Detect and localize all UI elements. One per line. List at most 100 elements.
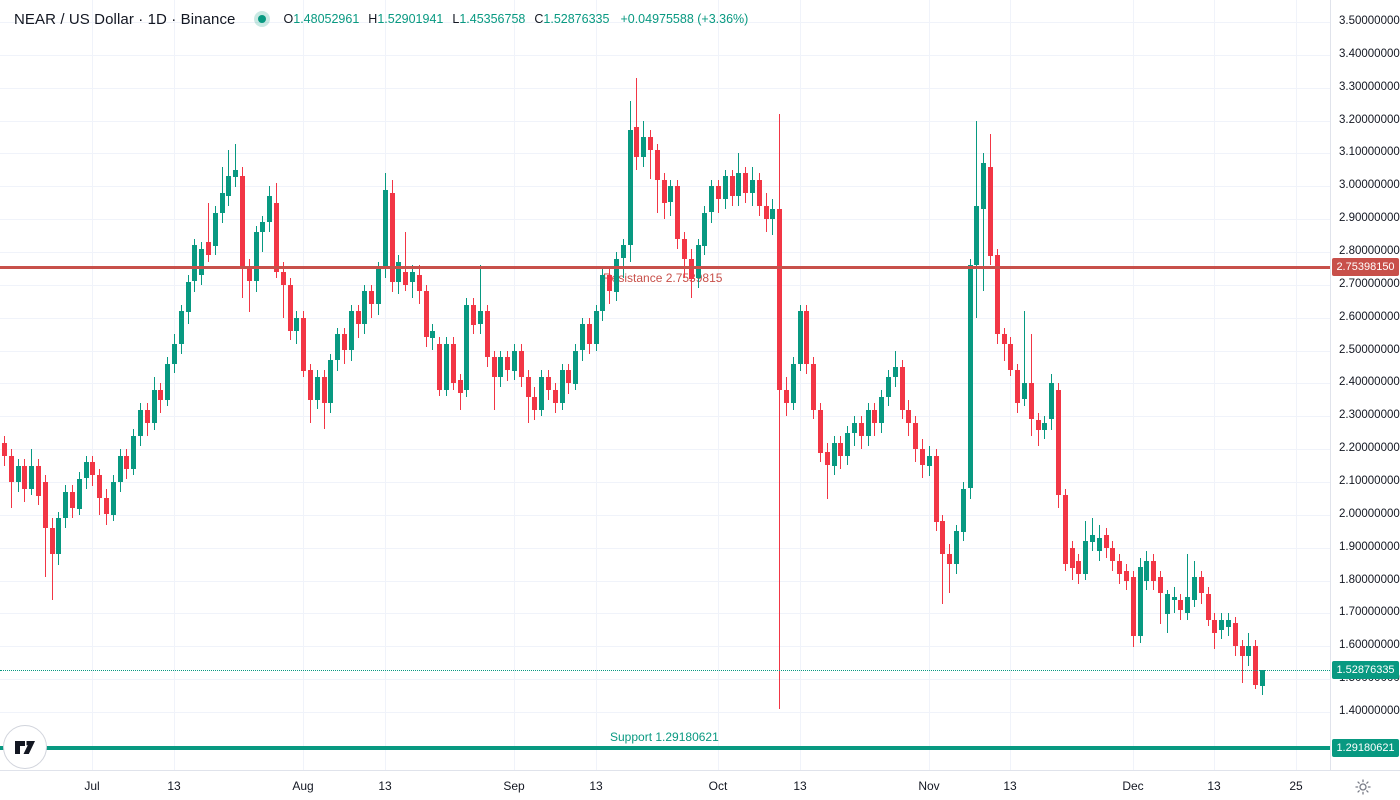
- candle-body: [750, 180, 755, 193]
- ohlc-values: O1.48052961 H1.52901941 L1.45356758 C1.5…: [284, 12, 749, 26]
- price-gridline: [0, 121, 1330, 122]
- time-tick-label: Nov: [918, 779, 940, 793]
- candle-body: [1029, 383, 1034, 419]
- candle-body: [50, 528, 55, 554]
- candle-body: [362, 291, 367, 324]
- candle-wick: [405, 232, 406, 291]
- time-tick-label: 13: [1207, 779, 1221, 793]
- price-tick-label: 2.10000000: [1339, 475, 1400, 487]
- candle-body: [743, 173, 748, 193]
- candle-body: [1117, 561, 1122, 574]
- price-tick-label: 2.30000000: [1339, 409, 1400, 421]
- candle-body: [1097, 538, 1102, 551]
- candle-body: [764, 206, 769, 219]
- candle-body: [172, 344, 177, 364]
- price-tick-label: 3.30000000: [1339, 81, 1400, 93]
- price-tick-label: 3.00000000: [1339, 179, 1400, 191]
- candle-body: [1090, 535, 1095, 542]
- time-tick-label: 25: [1289, 779, 1303, 793]
- price-gridline: [0, 285, 1330, 286]
- candle-wick: [942, 515, 943, 604]
- time-gridline: [1214, 0, 1215, 770]
- candle-wick: [1004, 328, 1005, 361]
- candle-body: [940, 521, 945, 554]
- candle-body: [1056, 390, 1061, 495]
- candle-wick: [779, 114, 780, 709]
- candle-body: [1185, 597, 1190, 613]
- candle-body: [1199, 577, 1204, 593]
- close-value: C1.52876335: [534, 12, 610, 26]
- price-tick-label: 2.20000000: [1339, 442, 1400, 454]
- candle-body: [682, 239, 687, 259]
- candle-body: [641, 137, 646, 157]
- candle-body: [1070, 548, 1075, 568]
- candle-body: [478, 311, 483, 324]
- candle-body: [1172, 597, 1177, 600]
- candle-body: [539, 377, 544, 410]
- candle-body: [226, 176, 231, 196]
- price-gridline: [0, 55, 1330, 56]
- time-gridline: [174, 0, 175, 770]
- candle-wick: [1160, 571, 1161, 624]
- price-gridline: [0, 613, 1330, 614]
- candle-body: [607, 275, 612, 291]
- candlestick-plot-area[interactable]: Resistance 2.7539815 Support 1.29180621: [0, 0, 1330, 770]
- candle-body: [492, 357, 497, 377]
- candle-wick: [283, 262, 284, 318]
- candle-body: [505, 357, 510, 370]
- candle-body: [1144, 561, 1149, 581]
- candle-body: [730, 176, 735, 196]
- candle-body: [220, 193, 225, 213]
- price-tick-label: 2.90000000: [1339, 212, 1400, 224]
- candle-wick: [636, 78, 637, 170]
- resistance-line[interactable]: [0, 266, 1330, 269]
- candle-body: [723, 176, 728, 199]
- candle-wick: [1024, 311, 1025, 406]
- candle-body: [594, 311, 599, 344]
- symbol-title[interactable]: NEAR / US Dollar · 1D · Binance: [14, 10, 236, 28]
- candle-body: [716, 186, 721, 199]
- candle-body: [1178, 600, 1183, 610]
- resistance-label: Resistance 2.7539815: [603, 271, 723, 286]
- candle-body: [1083, 541, 1088, 574]
- candle-body: [1049, 383, 1054, 419]
- candle-body: [124, 456, 129, 469]
- support-line[interactable]: [0, 746, 1330, 750]
- tradingview-logo[interactable]: [3, 725, 47, 769]
- last-price-badge: 1.52876335: [1332, 661, 1399, 679]
- price-gridline: [0, 548, 1330, 549]
- candle-body: [852, 423, 857, 433]
- change-value: +0.04975588 (+3.36%): [620, 12, 749, 26]
- time-tick-label: 13: [1003, 779, 1017, 793]
- candle-body: [335, 334, 340, 360]
- low-value: L1.45356758: [452, 12, 526, 26]
- price-tick-label: 1.60000000: [1339, 639, 1400, 651]
- price-gridline: [0, 219, 1330, 220]
- price-gridline: [0, 712, 1330, 713]
- candle-body: [471, 305, 476, 325]
- candle-wick: [949, 544, 950, 593]
- price-axis[interactable]: 3.50000000 3.40000000 3.30000000 3.20000000…: [1330, 0, 1400, 770]
- candle-wick: [208, 203, 209, 262]
- time-tick-label: 13: [793, 779, 807, 793]
- candle-body: [22, 466, 27, 489]
- candle-body: [906, 410, 911, 423]
- candle-body: [825, 452, 830, 465]
- candle-body: [512, 351, 517, 371]
- candle-body: [145, 410, 150, 423]
- time-gridline: [92, 0, 93, 770]
- candle-wick: [249, 259, 250, 312]
- candle-body: [655, 150, 660, 180]
- price-gridline: [0, 581, 1330, 582]
- candle-body: [56, 518, 61, 554]
- candle-body: [186, 282, 191, 312]
- candle-body: [927, 456, 932, 466]
- time-axis[interactable]: Jul 13 Aug 13 Sep 13 Oct 13 Nov 13 Dec 13 25: [0, 770, 1400, 800]
- time-tick-label: Sep: [503, 779, 525, 793]
- candle-body: [288, 285, 293, 331]
- candle-body: [1131, 577, 1136, 636]
- candle-body: [845, 433, 850, 456]
- candle-body: [29, 466, 34, 489]
- gear-icon[interactable]: [1352, 776, 1374, 798]
- candle-body: [662, 180, 667, 203]
